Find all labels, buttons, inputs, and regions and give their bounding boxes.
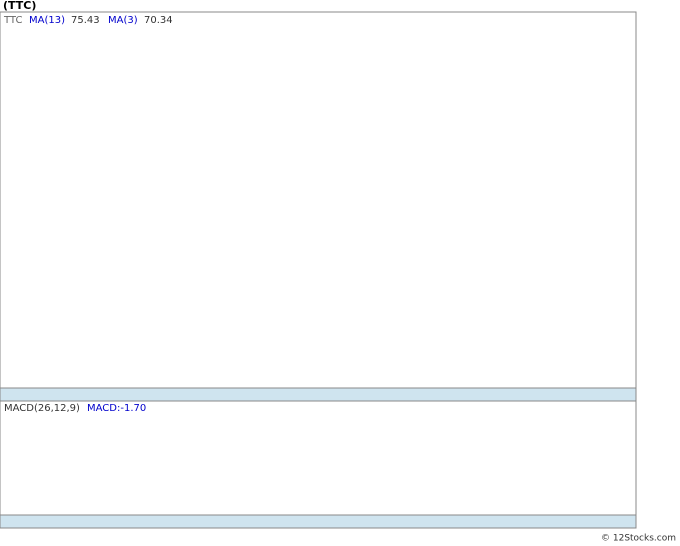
axis-strip xyxy=(0,514,637,529)
macd-panel xyxy=(0,400,637,516)
macd-value: MACD:-1.70 xyxy=(87,403,146,414)
legend-value: 70.34 xyxy=(144,15,173,26)
macd-title: MACD(26,12,9) xyxy=(4,403,80,414)
symbol: TTC xyxy=(3,15,22,26)
axis-strip xyxy=(0,387,637,402)
legend-label: MA(3) xyxy=(108,15,138,26)
legend-value: 75.43 xyxy=(71,15,100,26)
chart-title: (TTC) xyxy=(3,0,36,12)
price-panel xyxy=(0,11,637,389)
footer: © 12Stocks.com xyxy=(601,534,676,544)
legend-label: MA(13) xyxy=(29,15,65,26)
